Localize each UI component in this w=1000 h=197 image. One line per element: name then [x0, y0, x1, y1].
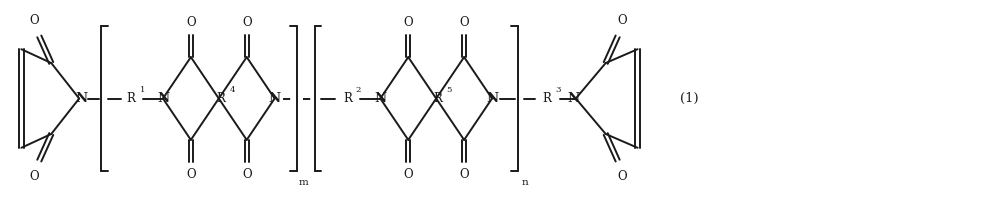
Text: O: O: [459, 168, 469, 181]
Text: 5: 5: [447, 86, 452, 94]
Text: R: R: [343, 92, 352, 105]
Text: m: m: [299, 178, 308, 187]
Text: R: R: [434, 92, 443, 105]
Text: N: N: [269, 92, 281, 105]
Text: R: R: [216, 92, 225, 105]
Text: 2: 2: [356, 86, 361, 94]
Text: N: N: [157, 92, 169, 105]
Text: n: n: [522, 178, 528, 187]
Text: O: O: [29, 14, 39, 27]
Text: O: O: [186, 168, 196, 181]
Text: O: O: [186, 16, 196, 29]
Text: O: O: [459, 16, 469, 29]
Text: R: R: [542, 92, 551, 105]
Text: 3: 3: [555, 86, 561, 94]
Text: 1: 1: [140, 86, 145, 94]
Text: O: O: [618, 14, 627, 27]
Text: N: N: [75, 92, 87, 105]
Text: O: O: [242, 168, 252, 181]
Text: O: O: [29, 170, 39, 183]
Text: 4: 4: [229, 86, 235, 94]
Text: N: N: [486, 92, 498, 105]
Text: O: O: [403, 168, 413, 181]
Text: N: N: [568, 92, 580, 105]
Text: O: O: [618, 170, 627, 183]
Text: O: O: [242, 16, 252, 29]
Text: N: N: [374, 92, 386, 105]
Text: R: R: [127, 92, 135, 105]
Text: (1): (1): [680, 92, 699, 105]
Text: O: O: [403, 16, 413, 29]
